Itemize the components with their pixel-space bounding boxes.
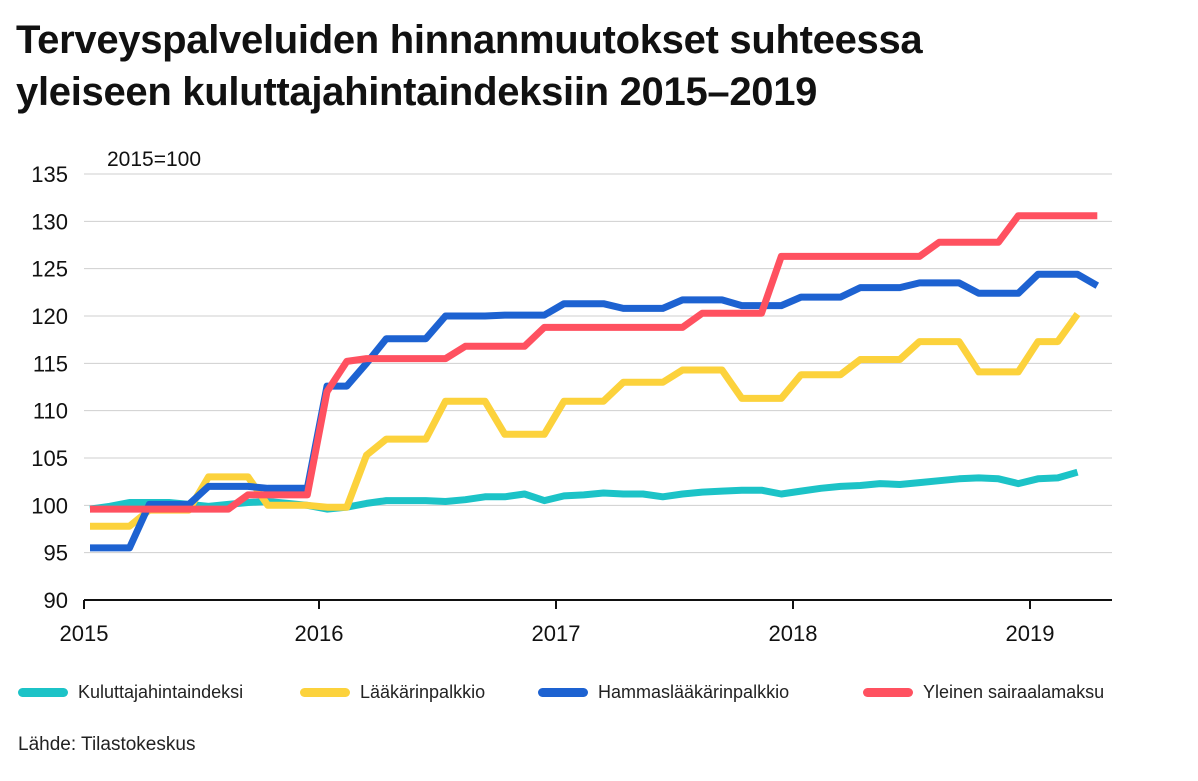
gridlines <box>84 173 1112 554</box>
x-tick-label: 2019 <box>1006 621 1055 646</box>
series-line-3 <box>90 212 1098 513</box>
y-tick-label: 130 <box>31 209 68 234</box>
y-tick-label: 120 <box>31 304 68 329</box>
series-line-0 <box>89 468 1079 513</box>
chart-title: Terveyspalveluiden hinnanmuutokset suhte… <box>16 14 1186 118</box>
legend-swatch-hammaslaakarinpalkkio <box>538 687 588 697</box>
x-tick-label: 2017 <box>532 621 581 646</box>
legend-label: Yleinen sairaalamaksu <box>923 681 1105 702</box>
legend: Kuluttajahintaindeksi Lääkärinpalkkio Ha… <box>18 679 1188 705</box>
legend-item-yleinen-sairaalamaksu: Yleinen sairaalamaksu <box>863 679 1104 705</box>
y-tick-label: 110 <box>33 399 68 424</box>
y-unit-label: 2015=100 <box>107 148 201 171</box>
chart-title-line-2: yleiseen kuluttajahintaindeksiin 2015–20… <box>16 70 818 114</box>
chart-title-line-1: Terveyspalveluiden hinnanmuutokset suhte… <box>16 18 923 62</box>
legend-label: Lääkärinpalkkio <box>360 681 486 702</box>
legend-item-laakarinpalkkio: Lääkärinpalkkio <box>300 679 485 705</box>
y-tick-label: 125 <box>31 257 68 282</box>
legend-item-kuluttajahintaindeksi: Kuluttajahintaindeksi <box>18 679 243 705</box>
x-tick-label: 2016 <box>295 621 344 646</box>
legend-label: Kuluttajahintaindeksi <box>78 681 244 702</box>
axes: 90 95 100 105 110 115 120 125 130 135 2015 2016 2017… <box>31 162 1112 646</box>
y-tick-label: 90 <box>44 588 68 613</box>
series-line-2 <box>90 270 1100 552</box>
y-tick-label: 135 <box>31 162 68 187</box>
y-tick-label: 95 <box>44 541 68 566</box>
y-tick-label: 100 <box>31 493 68 518</box>
x-tick-label: 2015 <box>60 621 109 646</box>
legend-swatch-yleinen-sairaalamaksu <box>863 687 913 697</box>
series-lines <box>89 212 1100 552</box>
y-tick-label: 105 <box>31 446 68 471</box>
line-chart: 90 95 100 105 110 115 120 125 130 135 2015 2016 2017… <box>31 148 1112 646</box>
legend-swatch-kuluttajahintaindeksi <box>18 687 68 697</box>
x-tick-label: 2018 <box>769 621 818 646</box>
y-tick-label: 115 <box>33 351 68 376</box>
source-note: Lähde: Tilastokeskus <box>18 734 196 755</box>
legend-label: Hammaslääkärinpalkkio <box>598 681 790 702</box>
legend-swatch-laakarinpalkkio <box>300 687 350 697</box>
legend-item-hammaslaakarinpalkkio: Hammaslääkärinpalkkio <box>538 679 789 705</box>
